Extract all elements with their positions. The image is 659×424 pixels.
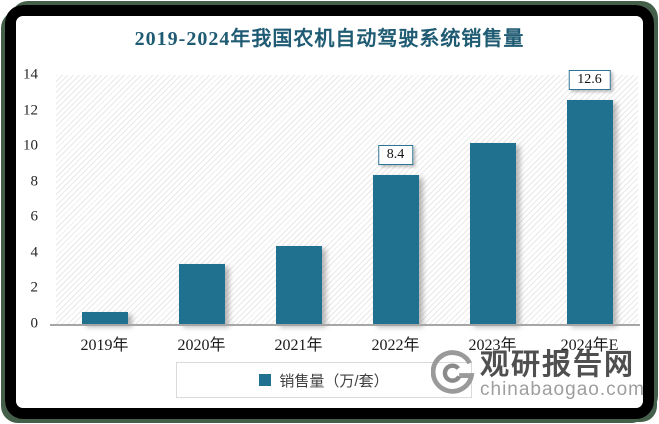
y-tick-8: 8	[30, 173, 39, 190]
watermark-brand: 观研报告网	[480, 348, 636, 381]
y-tick-0: 0	[30, 315, 39, 332]
y-axis: 0 2 4 6 8 10 12 14	[0, 67, 46, 332]
x-label-2020年: 2020年	[177, 337, 226, 354]
bar-slot-2019年	[56, 75, 153, 324]
watermark-logo-icon	[430, 350, 475, 399]
bar-2024年E	[566, 99, 613, 324]
watermark-domain: chinabaogao.com	[480, 379, 645, 401]
bar-slot-2023年	[444, 75, 541, 324]
chart-title: 2019-2024年我国农机自动驾驶系统销售量	[134, 28, 525, 50]
x-label-2019年: 2019年	[80, 337, 129, 354]
x-label-2023年: 2023年	[468, 337, 517, 354]
y-tick-4: 4	[30, 244, 39, 261]
y-tick-12: 12	[23, 102, 38, 119]
watermark-text: 观研报告网 chinabaogao.com	[480, 348, 645, 401]
plot-area: 8.4 12.6	[50, 69, 640, 326]
bar-2023年	[469, 142, 516, 324]
x-label-2021年: 2021年	[274, 337, 323, 354]
legend-label: 销售量（万/套）	[279, 372, 389, 390]
x-axis: 2019年 2020年 2021年 2022年 2023年 2024年E	[56, 331, 638, 355]
watermark: 观研报告网 chinabaogao.com	[430, 348, 645, 401]
x-label-2024年E: 2024年E	[560, 337, 619, 354]
y-tick-2: 2	[30, 279, 39, 296]
bar-2020年	[178, 263, 225, 324]
bar-slot-2022年: 8.4	[347, 75, 444, 324]
x-label-2022年: 2022年	[371, 337, 420, 354]
bar-slot-2021年	[250, 75, 347, 324]
data-label-2024年E: 12.6	[568, 69, 611, 90]
data-label-2022年: 8.4	[377, 144, 414, 165]
bar-2021年	[275, 245, 322, 324]
legend-box: 销售量（万/套）	[176, 362, 472, 398]
y-tick-14: 14	[23, 66, 38, 83]
bar-2019年	[81, 311, 128, 324]
legend-marker-square	[259, 374, 272, 386]
bar-slot-2020年	[153, 75, 250, 324]
bar-slot-2024年E: 12.6	[541, 69, 638, 324]
bar-2022年	[372, 174, 419, 324]
y-tick-10: 10	[23, 137, 38, 154]
y-tick-6: 6	[30, 208, 39, 225]
